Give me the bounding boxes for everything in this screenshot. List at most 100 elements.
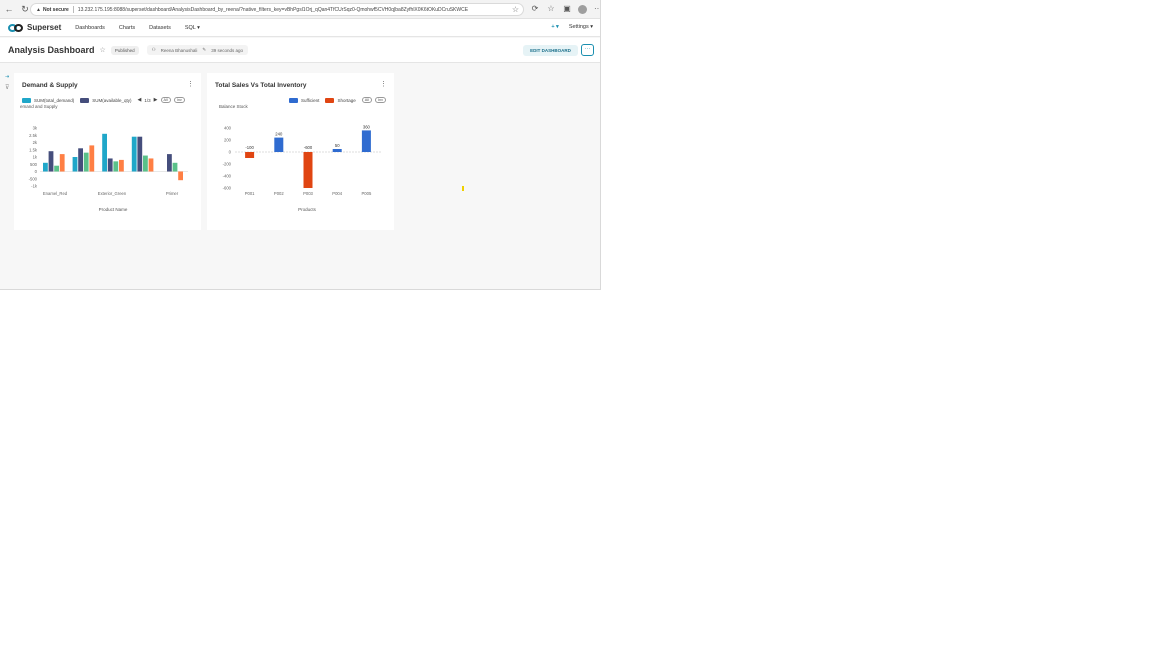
collections-icon[interactable]: ▣: [563, 4, 571, 13]
bar: [59, 154, 65, 172]
new-menu[interactable]: + ▾: [551, 24, 559, 30]
x-tick-label: Exterior_Green: [98, 191, 127, 196]
superset-logo[interactable]: Superset: [8, 23, 61, 32]
nav-charts[interactable]: Charts: [118, 24, 136, 31]
dashboard-header: Analysis Dashboard ☆ Published ⚇ Reena B…: [0, 38, 600, 63]
bar: [48, 151, 54, 172]
legend-invert[interactable]: Inv: [173, 97, 185, 103]
favorite-star-icon[interactable]: ☆: [99, 47, 106, 54]
y-tick-label: 500: [30, 162, 38, 167]
extensions-icon[interactable]: ⟳: [531, 4, 539, 13]
menu-dots-icon[interactable]: ···: [594, 4, 600, 13]
text-cursor: [462, 186, 464, 191]
bar: [72, 157, 78, 172]
y-tick-label: 3k: [33, 126, 38, 131]
profile-avatar[interactable]: [578, 5, 587, 14]
data-label: -600: [304, 145, 313, 150]
y-tick-label: 0: [35, 169, 38, 174]
favorites-icon[interactable]: ☆: [547, 4, 555, 13]
back-icon[interactable]: ←: [4, 4, 14, 14]
x-axis-title: Products: [298, 207, 317, 212]
bar: [43, 162, 48, 172]
modified-time: 39 seconds ago: [211, 47, 243, 53]
y-tick-label: 400: [224, 126, 232, 131]
bar: [102, 133, 107, 172]
bar: [332, 149, 342, 152]
address-bar[interactable]: ▲ Not secure 13.232.175.195:8088/superse…: [30, 3, 524, 16]
expand-filters-icon[interactable]: ⇥: [5, 74, 10, 80]
brand-name: Superset: [27, 23, 62, 32]
data-label: 360: [363, 124, 371, 129]
legend-swatch: [289, 97, 298, 103]
legend-select-all[interactable]: All: [361, 97, 372, 103]
y-tick-label: 1.5k: [29, 147, 38, 152]
y-axis-label: Balance Stock: [219, 104, 248, 109]
x-tick-label: P002: [274, 191, 284, 196]
legend-swatch: [325, 97, 335, 103]
bar: [113, 161, 119, 172]
bar: [137, 136, 143, 172]
browser-actions: ⟳ ☆ ▣ ···: [530, 3, 600, 15]
warning-icon: ▲: [36, 6, 41, 13]
legend-page: 1/3: [144, 97, 151, 103]
status-badge[interactable]: Published: [110, 45, 139, 55]
chart-legend: Sufficient Shortage All Inv: [289, 97, 387, 103]
dashboard-title[interactable]: Analysis Dashboard: [8, 45, 95, 55]
dashboard-metadata: ⚇ Reena Bhanushali ✎ 39 seconds ago: [146, 45, 248, 55]
filter-icon[interactable]: ⊽: [5, 85, 10, 91]
legend-item[interactable]: SUM(available_qty): [92, 97, 132, 103]
data-label: -100: [245, 145, 254, 150]
nav-sql[interactable]: SQL ▾: [184, 24, 200, 31]
data-label: 50: [335, 143, 340, 148]
legend-invert[interactable]: Inv: [374, 97, 387, 103]
bar: [83, 152, 89, 172]
legend-item[interactable]: SUM(total_demand): [34, 97, 75, 103]
more-options-button[interactable]: ···: [581, 44, 594, 56]
chart-menu-icon[interactable]: ⋮: [187, 81, 194, 88]
filter-bar-collapsed: ⇥ ⊽: [0, 72, 14, 102]
main-navbar: Superset Dashboards Charts Datasets SQL …: [0, 19, 600, 37]
legend-item[interactable]: Shortage: [337, 97, 356, 103]
chart-subtitle: emand and Supply: [20, 104, 58, 109]
y-tick-label: -500: [29, 176, 38, 181]
edit-dashboard-button[interactable]: EDIT DASHBOARD: [523, 45, 578, 56]
legend-select-all[interactable]: All: [160, 97, 171, 103]
legend-prev-icon[interactable]: ◀: [137, 97, 142, 103]
bar: [303, 152, 313, 188]
y-tick-label: -600: [223, 186, 232, 191]
chart-title[interactable]: Demand & Supply: [22, 82, 78, 89]
y-tick-label: -400: [223, 174, 232, 179]
owner-name: Reena Bhanushali: [160, 47, 198, 53]
bookmark-star-icon[interactable]: ☆: [511, 5, 519, 14]
bar: [119, 159, 124, 172]
bar: [274, 137, 284, 152]
x-tick-label: P004: [332, 191, 342, 196]
settings-menu[interactable]: Settings ▾: [568, 24, 593, 30]
x-tick-label: P005: [362, 191, 372, 196]
nav-dashboards[interactable]: Dashboards: [75, 24, 105, 31]
x-tick-label: P003: [303, 191, 313, 196]
y-tick-label: 2k: [33, 140, 38, 145]
x-tick-label: P001: [245, 191, 255, 196]
nav-links: Dashboards Charts Datasets SQL ▾: [75, 25, 200, 31]
logo-icon: [8, 23, 24, 32]
chart-menu-icon[interactable]: ⋮: [380, 81, 387, 88]
nav-datasets[interactable]: Datasets: [149, 24, 171, 31]
demand-supply-chart: 3k 2.5k 2k 1.5k 1k 500 0 -500 -1k Enamel_Red Exter…: [29, 126, 188, 212]
y-tick-label: -1k: [31, 184, 38, 189]
bar: [107, 158, 113, 172]
legend-swatch: [80, 97, 90, 103]
bar: [78, 148, 83, 172]
chart-title[interactable]: Total Sales Vs Total Inventory: [215, 82, 307, 89]
user-icon: ⚇: [151, 47, 156, 52]
bar: [89, 145, 95, 172]
legend-item[interactable]: Sufficient: [301, 97, 320, 103]
x-tick-label: Primer: [166, 191, 179, 196]
x-axis-title: Product Name: [99, 207, 128, 212]
legend-next-icon[interactable]: ▶: [153, 97, 158, 103]
bar: [167, 154, 172, 172]
reload-icon[interactable]: ↻: [21, 3, 29, 14]
bar: [54, 165, 59, 172]
browser-toolbar: ← ↻ ▲ Not secure 13.232.175.195:8088/sup…: [0, 0, 600, 19]
bar: [131, 136, 137, 172]
